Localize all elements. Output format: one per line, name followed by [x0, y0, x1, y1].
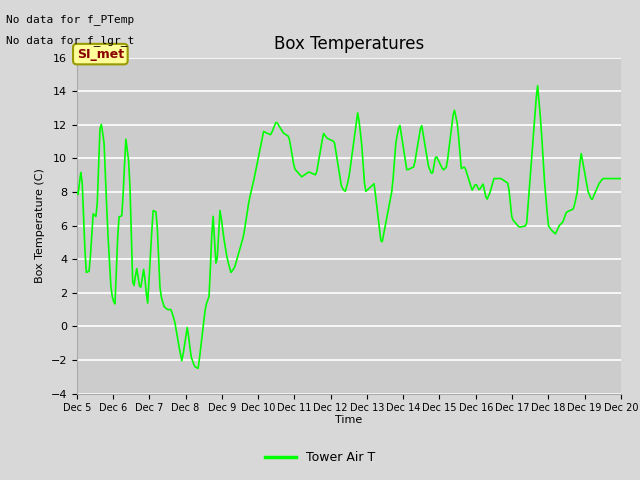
X-axis label: Time: Time	[335, 415, 362, 425]
Text: No data for f_lgr_t: No data for f_lgr_t	[6, 35, 134, 46]
Title: Box Temperatures: Box Temperatures	[274, 35, 424, 53]
Text: SI_met: SI_met	[77, 48, 124, 60]
Legend: Tower Air T: Tower Air T	[260, 446, 380, 469]
Text: No data for f_PTemp: No data for f_PTemp	[6, 13, 134, 24]
Y-axis label: Box Temperature (C): Box Temperature (C)	[35, 168, 45, 283]
